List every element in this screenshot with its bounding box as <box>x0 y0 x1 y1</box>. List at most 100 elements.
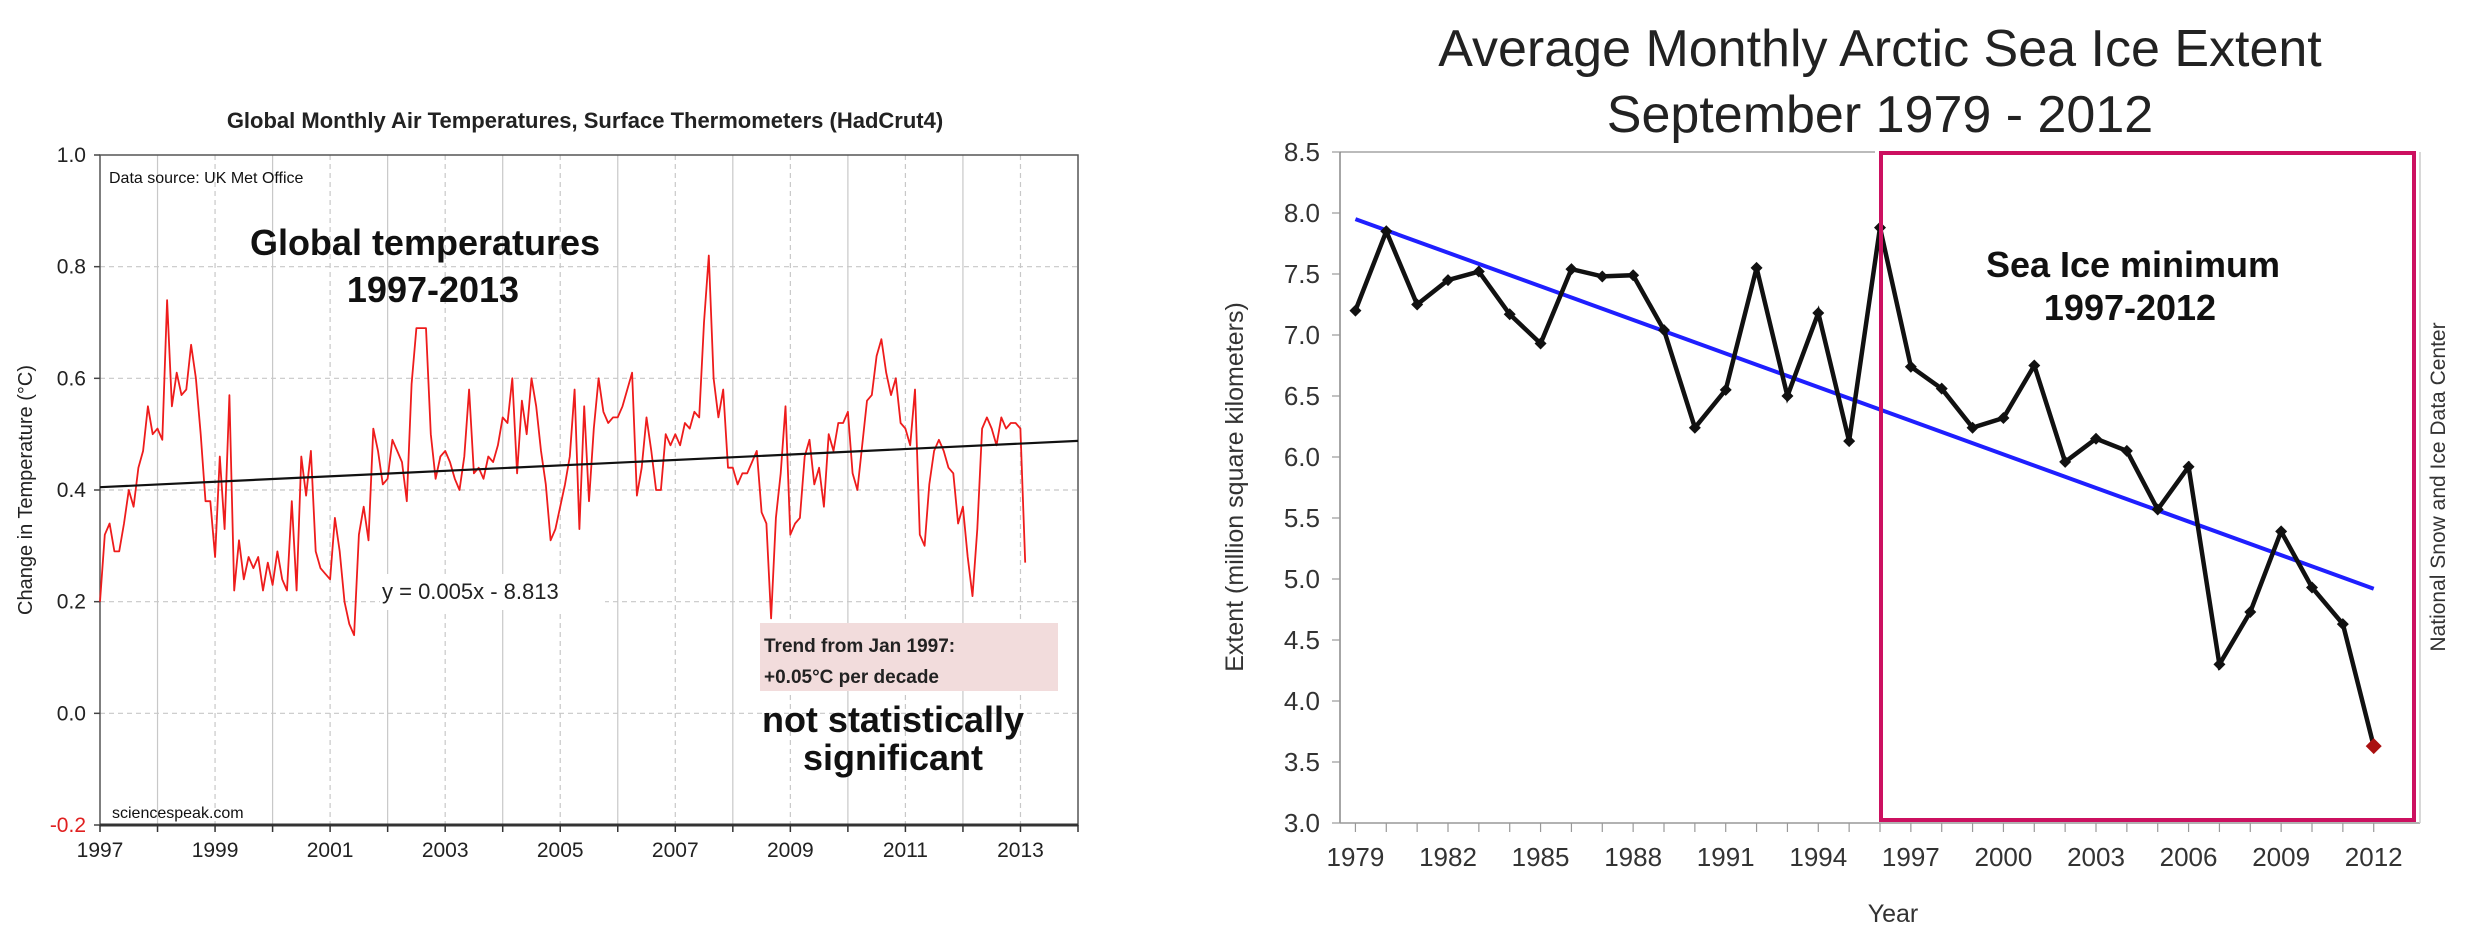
sea-ice-trend-line <box>1354 217 2375 591</box>
significance-note-line1: not statistically <box>762 699 1024 740</box>
sea-ice-chart-title: Average Monthly Arctic Sea Ice Extent <box>1438 20 2322 78</box>
sea-ice-y-tick-label: 7.0 <box>1284 320 1320 350</box>
sea-ice-y-tick-label: 6.5 <box>1284 381 1320 411</box>
sea-ice-point <box>1565 263 1578 276</box>
temperature-x-tick-label: 2005 <box>537 839 584 862</box>
sea-ice-series <box>1349 221 2382 755</box>
sea-ice-point <box>1750 261 1763 274</box>
sea-ice-point <box>1503 308 1516 321</box>
sea-ice-point <box>1935 382 1948 395</box>
temperature-y-tick-label: 0.2 <box>57 591 86 614</box>
sea-ice-point <box>2244 605 2257 618</box>
sea-ice-point <box>1442 274 1454 287</box>
sea-ice-point <box>1688 421 1701 434</box>
sea-ice-point <box>1966 421 1979 434</box>
sea-ice-point <box>1843 435 1856 448</box>
sea-ice-x-ticks: 1979 1982 1985 1988 1991 1994 1997 2000 2003 2006… <box>1327 823 2403 872</box>
temperature-trend-line <box>99 439 1079 489</box>
sea-ice-y-tick-label: 3.5 <box>1284 747 1320 777</box>
temperature-x-tick-label: 2009 <box>767 839 814 862</box>
temperature-y-tick-label: 1.0 <box>57 144 86 167</box>
sea-ice-y-ticks: 8.5 8.0 7.5 7.0 6.5 6.0 5.5 5.0 4.5 4.0 3.5 3.0 <box>1284 137 1340 838</box>
credit-sciencespeak: sciencespeak.com <box>112 805 244 822</box>
sea-ice-point <box>1812 307 1825 320</box>
sea-ice-point <box>2090 432 2102 445</box>
temperature-x-ticks: 1997 1999 2001 2003 2005 2007 2009 2011 2013 <box>77 823 1079 862</box>
sea-ice-point <box>2336 618 2349 631</box>
temperature-y-axis-label: Change in Temperature (°C) <box>15 365 37 615</box>
temperature-chart: Global Monthly Air Temperatures, Surface… <box>15 108 1079 862</box>
sea-ice-point <box>1349 304 1362 317</box>
sea-ice-point <box>1781 390 1794 402</box>
sea-ice-x-tick-label: 2012 <box>2345 842 2403 872</box>
sea-ice-point <box>1534 337 1547 350</box>
sea-ice-y-tick-label: 5.0 <box>1284 564 1320 594</box>
sea-ice-point <box>2275 525 2288 538</box>
highlight-box-1997-2012 <box>1879 151 2416 822</box>
temperature-y-tick-label: 0.0 <box>57 702 86 725</box>
sea-ice-point <box>2182 460 2195 473</box>
temperature-x-tick-label: 1999 <box>192 839 239 862</box>
temperature-x-tick-label: 2001 <box>307 839 354 862</box>
temperature-x-tick-label: 2013 <box>997 839 1044 862</box>
temperature-y-tick-label: 0.8 <box>57 256 86 279</box>
sea-ice-x-tick-label: 1994 <box>1789 842 1847 872</box>
data-source-note: Data source: UK Met Office <box>109 170 304 187</box>
overlay-title-line1: Global temperatures <box>250 222 600 263</box>
sea-ice-y-tick-label: 4.5 <box>1284 625 1320 655</box>
sea-ice-point <box>1380 225 1393 238</box>
sea-ice-y-tick-label: 5.5 <box>1284 503 1320 533</box>
sea-ice-point <box>2028 359 2041 372</box>
sea-ice-x-tick-label: 2000 <box>1975 842 2033 872</box>
sea-ice-point <box>1719 383 1732 396</box>
sea-ice-y-tick-label: 8.5 <box>1284 137 1320 167</box>
sea-ice-series-line <box>1353 225 2376 747</box>
sea-ice-point-latest <box>2365 738 2382 755</box>
temperature-y-tick-label: 0.6 <box>57 367 86 390</box>
sea-ice-point <box>2151 503 2164 516</box>
temperature-x-tick-label: 2011 <box>883 839 928 862</box>
sea-ice-y-axis-label: Extent (million square kilometers) <box>1221 302 1249 672</box>
sea-ice-point <box>2213 658 2226 671</box>
temperature-x-tick-label: 1997 <box>77 839 124 862</box>
sea-ice-point <box>2306 581 2318 594</box>
temperature-y-ticks: 1.0 0.8 0.6 0.4 0.2 0.0 -0.2 <box>50 144 100 837</box>
sea-ice-point <box>1472 265 1485 278</box>
equation-background <box>380 574 605 610</box>
sea-ice-chart: Average Monthly Arctic Sea Ice Extent Se… <box>1221 20 2450 928</box>
sea-ice-x-tick-label: 1985 <box>1512 842 1570 872</box>
sea-ice-y-tick-label: 4.0 <box>1284 686 1320 716</box>
trend-equation: y = 0.005x - 8.813 <box>382 579 559 604</box>
temperature-x-tick-label: 2007 <box>652 839 699 862</box>
trend-box-line2: +0.05°C per decade <box>764 667 939 688</box>
temperature-gridlines <box>100 155 1078 825</box>
sea-ice-chart-subtitle: September 1979 - 2012 <box>1607 86 2153 144</box>
sea-ice-y-tick-label: 8.0 <box>1284 198 1320 228</box>
temperature-series-line <box>99 254 1027 637</box>
sea-ice-x-tick-label: 2006 <box>2160 842 2218 872</box>
sea-ice-point <box>2120 444 2133 457</box>
sea-ice-y-tick-label: 7.5 <box>1284 259 1320 289</box>
sea-ice-x-tick-label: 1991 <box>1697 842 1755 872</box>
trend-box <box>760 623 1058 691</box>
sea-ice-point <box>1627 269 1640 282</box>
sea-ice-x-tick-label: 1979 <box>1327 842 1385 872</box>
sea-ice-point <box>1411 298 1424 311</box>
overlay-title-line2: 1997-2013 <box>347 269 519 310</box>
nsidc-credit: National Snow and Ice Data Center <box>2427 322 2450 651</box>
sea-ice-y-tick-label: 3.0 <box>1284 808 1320 838</box>
temperature-y-tick-label: -0.2 <box>50 814 86 837</box>
significance-note-line2: significant <box>803 737 983 778</box>
sea-ice-point <box>1997 411 2010 424</box>
sea-ice-x-tick-label: 1997 <box>1882 842 1940 872</box>
box-label-line1: Sea Ice minimum <box>1986 244 2280 285</box>
sea-ice-y-tick-label: 6.0 <box>1284 442 1320 472</box>
temperature-x-tick-label: 2003 <box>422 839 469 862</box>
sea-ice-x-tick-label: 1988 <box>1604 842 1662 872</box>
sea-ice-point <box>1658 324 1670 337</box>
box-label-line2: 1997-2012 <box>2044 287 2216 328</box>
temperature-series <box>99 254 1027 637</box>
sea-ice-x-axis-label: Year <box>1868 900 1919 928</box>
sea-ice-point <box>2059 455 2072 468</box>
